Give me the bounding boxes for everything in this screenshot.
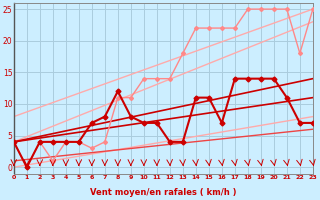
X-axis label: Vent moyen/en rafales ( km/h ): Vent moyen/en rafales ( km/h ): [90, 188, 236, 197]
